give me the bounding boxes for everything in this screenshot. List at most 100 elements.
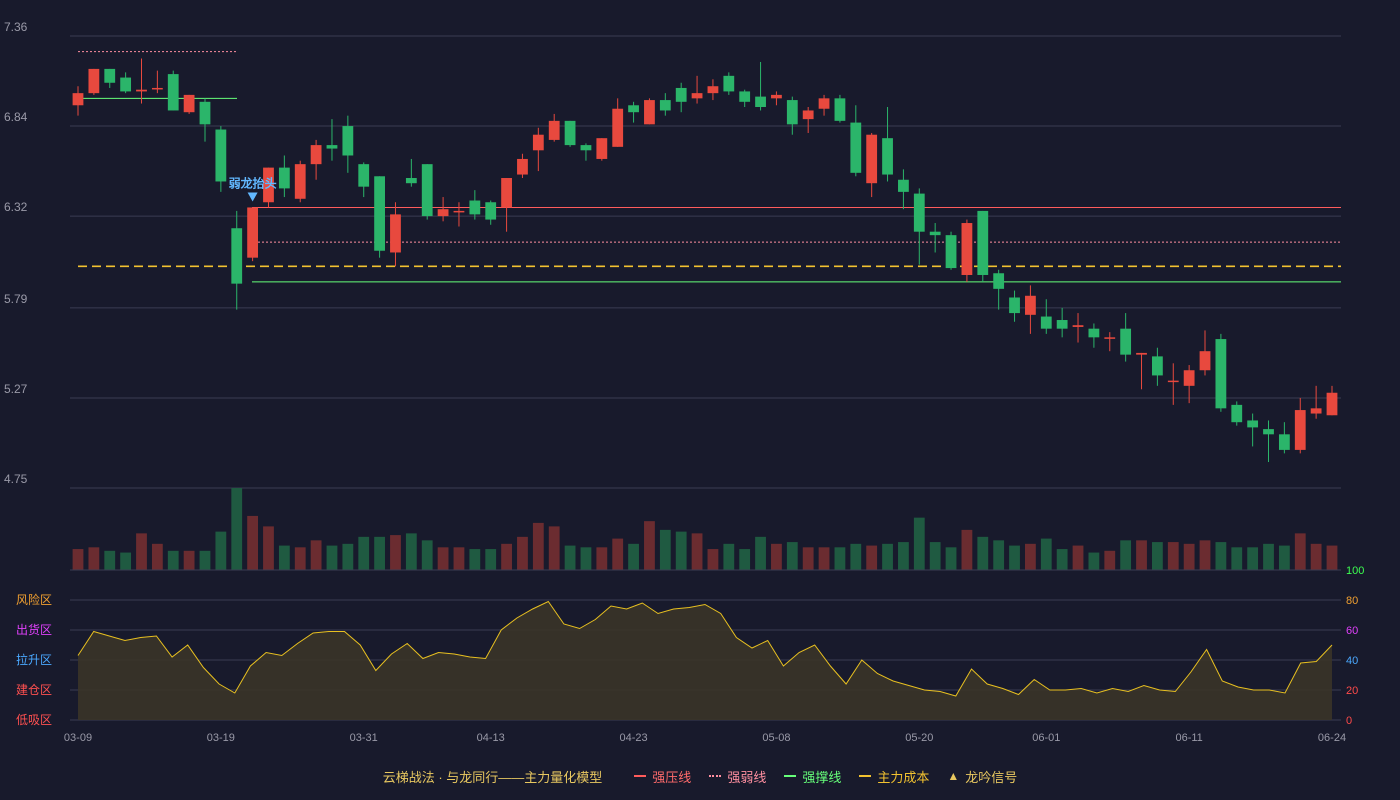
candle-body bbox=[1183, 370, 1195, 386]
volume-bar bbox=[771, 543, 782, 570]
signal-marker: 弱龙抬头 bbox=[229, 175, 277, 202]
volume-bar bbox=[247, 515, 259, 570]
candle-body bbox=[517, 158, 528, 175]
volume-bar bbox=[263, 526, 274, 570]
date-tick-label: 04-23 bbox=[619, 732, 647, 744]
candle-body bbox=[231, 228, 243, 284]
volume-bar bbox=[151, 543, 163, 570]
volume-bar bbox=[564, 545, 576, 570]
legend-support[interactable]: 强撑线 bbox=[784, 767, 841, 786]
volume-bar bbox=[390, 535, 401, 570]
candle-body bbox=[501, 178, 512, 208]
candle-body bbox=[723, 75, 735, 92]
volume-bar bbox=[532, 522, 544, 570]
volume-bar bbox=[977, 536, 989, 570]
volume-bar bbox=[1199, 540, 1211, 570]
candle-body bbox=[437, 209, 449, 217]
candle-body bbox=[644, 100, 655, 125]
date-tick-label: 03-09 bbox=[64, 732, 92, 744]
volume-bar bbox=[72, 549, 84, 570]
candle-body bbox=[834, 98, 846, 121]
volume-bar bbox=[850, 543, 862, 570]
volume-bar bbox=[866, 545, 878, 570]
candle-body bbox=[898, 179, 909, 192]
volume-bar bbox=[898, 542, 909, 570]
candle-body bbox=[421, 164, 433, 217]
volume-bar bbox=[326, 545, 338, 570]
oscillator-tick-label: 40 bbox=[1346, 655, 1358, 667]
candle-body bbox=[136, 89, 147, 92]
candle-body bbox=[1088, 328, 1100, 338]
candle-body bbox=[707, 86, 719, 94]
price-tick-label: 4.75 bbox=[4, 472, 28, 486]
volume-bar bbox=[945, 547, 957, 570]
volume-bar bbox=[199, 550, 211, 570]
volume-bar bbox=[104, 550, 116, 570]
volume-bar bbox=[628, 543, 639, 570]
candle-body bbox=[929, 231, 941, 236]
candle-body bbox=[612, 108, 624, 147]
volume-bar bbox=[691, 533, 703, 570]
candle-body bbox=[1278, 434, 1290, 450]
volume-bar bbox=[1326, 545, 1338, 570]
volume-bar bbox=[1120, 540, 1132, 570]
candle-body bbox=[485, 202, 497, 220]
candle-body bbox=[596, 138, 608, 159]
legend-weak-pressure[interactable]: 强弱线 bbox=[709, 767, 766, 786]
candle-body bbox=[1199, 351, 1211, 371]
triangle-icon: ▲ bbox=[947, 769, 960, 783]
volume-bar bbox=[294, 547, 306, 570]
volume-bar bbox=[88, 547, 100, 570]
oscillator-tick-label: 0 bbox=[1346, 715, 1352, 727]
legend-cost[interactable]: 主力成本 bbox=[859, 767, 929, 786]
candle-body bbox=[945, 235, 957, 269]
legend-label: 主力成本 bbox=[877, 769, 930, 785]
price-tick-label: 6.32 bbox=[4, 200, 28, 214]
signal-label: 弱龙抬头 bbox=[229, 175, 277, 190]
candle-body bbox=[1136, 352, 1147, 355]
legend-signal[interactable]: ▲ 龙吟信号 bbox=[947, 767, 1017, 786]
candle-body bbox=[72, 93, 84, 106]
candle-body bbox=[1009, 297, 1020, 314]
candle-body bbox=[358, 164, 370, 187]
volume-bar bbox=[1215, 542, 1227, 570]
candle-body bbox=[580, 145, 592, 151]
candle-body bbox=[913, 193, 925, 232]
date-tick-label: 06-24 bbox=[1318, 732, 1346, 744]
candle-body bbox=[405, 178, 417, 184]
volume-bar bbox=[342, 543, 354, 570]
date-axis: 03-09 03-19 03-31 04-13 04-23 05-08 05-20 06-01… bbox=[64, 732, 1346, 744]
candle-body bbox=[1167, 380, 1179, 383]
candle-body bbox=[1072, 325, 1084, 327]
solid-line-icon bbox=[784, 775, 797, 777]
date-tick-label: 05-20 bbox=[905, 732, 933, 744]
volume-bar bbox=[1025, 543, 1036, 570]
volume-bar bbox=[1151, 542, 1163, 570]
volume-bar bbox=[1009, 545, 1020, 570]
volume-bar bbox=[993, 540, 1005, 570]
candle-body bbox=[390, 214, 401, 253]
candle-body bbox=[993, 273, 1005, 289]
zone-label: 拉升区 bbox=[16, 652, 52, 667]
date-tick-label: 04-13 bbox=[477, 732, 505, 744]
candle-body bbox=[1104, 337, 1116, 339]
volume-bar bbox=[929, 542, 941, 570]
legend-strong-pressure[interactable]: 强压线 bbox=[634, 767, 691, 786]
candle-body bbox=[453, 210, 465, 213]
volume-bar bbox=[501, 543, 512, 570]
legend-label: 强弱线 bbox=[727, 769, 767, 785]
chart-legend: 云梯战法 · 与龙同行——主力量化模型 强压线 强弱线 强撑线 主力成本 ▲ 龙… bbox=[0, 764, 1400, 788]
volume-bar bbox=[1040, 538, 1052, 570]
dashed-line-icon bbox=[859, 775, 872, 777]
candle-body bbox=[1120, 328, 1132, 355]
volume-bar bbox=[961, 529, 973, 570]
volume-bar bbox=[1310, 543, 1322, 570]
oscillator-tick-label: 100 bbox=[1346, 565, 1364, 577]
candle-body bbox=[199, 101, 211, 125]
candle-body bbox=[1151, 356, 1163, 376]
candle-body bbox=[1056, 320, 1068, 329]
candle-body bbox=[818, 98, 830, 109]
volume-bar bbox=[707, 549, 719, 570]
